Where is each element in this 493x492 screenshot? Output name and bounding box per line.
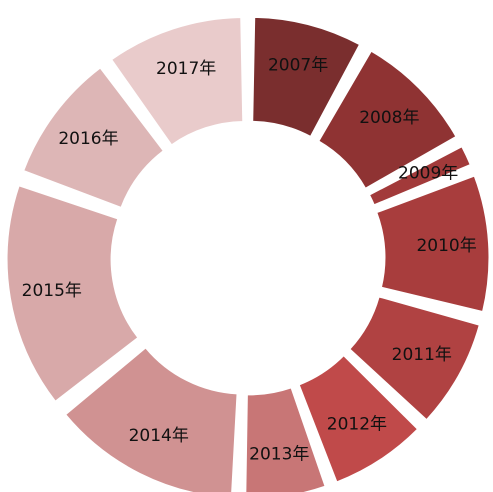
donut-segment <box>349 296 480 421</box>
segment-label: 2014年 <box>129 426 189 446</box>
donut-segment <box>65 347 238 492</box>
segment-label: 2016年 <box>58 129 118 149</box>
donut-segment <box>376 175 490 313</box>
donut-segment <box>318 50 457 189</box>
donut-segment <box>111 16 244 146</box>
donut-segment <box>6 185 139 402</box>
segment-label: 2012年 <box>327 415 387 435</box>
donut-segment <box>252 16 361 138</box>
donut-segment <box>23 67 164 209</box>
donut-segment <box>368 146 471 206</box>
segment-label: 2007年 <box>268 55 328 75</box>
donut-segment <box>298 355 419 483</box>
segment-label: 2017年 <box>156 59 216 79</box>
segment-label: 2011年 <box>392 345 452 365</box>
segment-label: 2008年 <box>359 108 419 128</box>
segment-label: 2009年 <box>398 163 458 183</box>
segment-label: 2015年 <box>22 281 82 301</box>
segment-label: 2013年 <box>249 445 309 465</box>
segment-label: 2010年 <box>416 236 476 256</box>
donut-segment <box>245 387 326 492</box>
